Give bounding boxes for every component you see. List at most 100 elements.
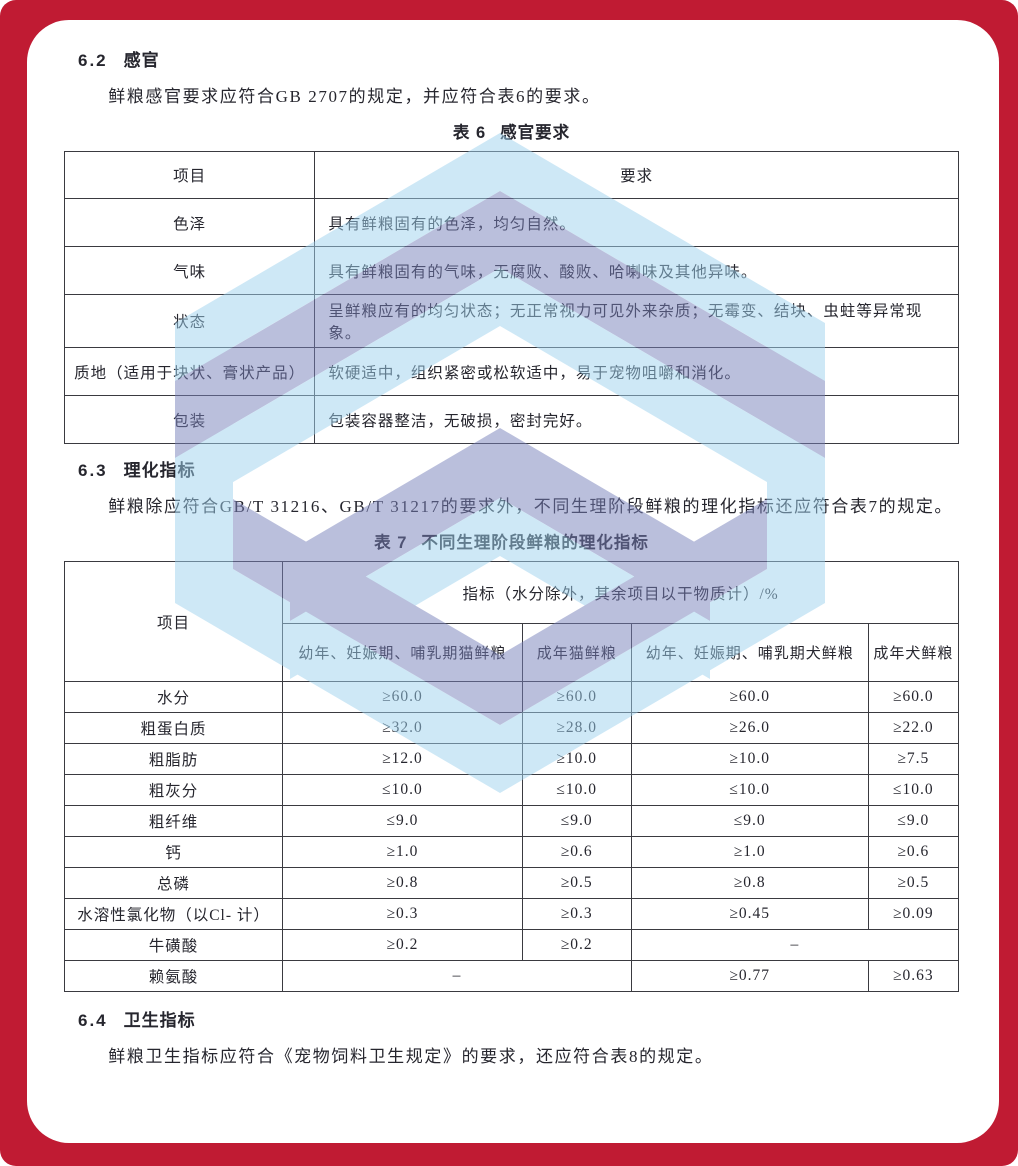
section-heading-6-3: 6.3 理化指标	[78, 456, 959, 481]
table-row: 粗蛋白质 ≥32.0 ≥28.0 ≥26.0 ≥22.0	[63, 712, 960, 744]
row-label-cell: 色泽	[63, 198, 316, 247]
table-row: 状态 呈鲜粮应有的均匀状态；无正常视力可见外来杂质；无霉变、结块、虫蛀等异常现象…	[63, 294, 959, 348]
table6-caption: 表 6 感官要求	[64, 119, 959, 143]
header-cell: 要求	[314, 151, 959, 199]
section-6-2-paragraph: 鲜粮感官要求应符合GB 2707的规定，并应符合表6的要求。	[108, 87, 601, 106]
section-number: 6.2	[78, 51, 108, 70]
table-row: 牛磺酸 ≥0.2 ≥0.2 –	[63, 929, 960, 961]
table-cell: ≤10.0	[630, 774, 869, 806]
table-row: 质地（适用于块状、膏状产品） 软硬适中，组织紧密或松软适中，易于宠物咀嚼和消化。	[63, 347, 959, 396]
row-label-cell: 质地（适用于块状、膏状产品）	[63, 347, 316, 396]
row-label-cell: 总磷	[63, 867, 284, 899]
table-cell: ≤10.0	[867, 774, 960, 806]
table-cell: ≥0.5	[521, 867, 632, 899]
table-cell: ≥1.0	[282, 836, 523, 868]
table-cell: ≤10.0	[282, 774, 523, 806]
header-cell: 项目	[63, 151, 316, 199]
section-heading-6-4: 6.4 卫生指标	[78, 1006, 959, 1031]
table-cell: ≥10.0	[521, 743, 632, 775]
document-page: 6.2 感官 鲜粮感官要求应符合GB 2707的规定，并应符合表6的要求。 表 6…	[27, 20, 999, 1143]
section-title: 感官	[123, 51, 160, 70]
header-cell-span: 指标（水分除外，其余项目以干物质计）/%	[282, 561, 959, 624]
table-row: 色泽 具有鲜粮固有的色泽，均匀自然。	[63, 198, 959, 247]
row-label-cell: 状态	[63, 294, 316, 348]
table-cell: ≥0.09	[867, 898, 960, 930]
table-cell: 具有鲜粮固有的气味，无腐败、酸败、哈喇味及其他异味。	[314, 246, 959, 295]
table-cell: ≥60.0	[282, 681, 523, 713]
table-cell: ≤9.0	[630, 805, 869, 837]
row-label-cell: 粗灰分	[63, 774, 284, 806]
table-cell: ≥0.77	[630, 960, 869, 992]
table-cell: ≥60.0	[867, 681, 960, 713]
row-label-cell: 包装	[63, 395, 316, 444]
table-cell: ≤9.0	[867, 805, 960, 837]
section-heading-6-2: 6.2 感官	[78, 46, 959, 71]
table-cell: ≥32.0	[282, 712, 523, 744]
table-cell: ≤10.0	[521, 774, 632, 806]
row-label-cell: 赖氨酸	[63, 960, 284, 992]
table-cell: ≥0.5	[867, 867, 960, 899]
row-label-cell: 牛磺酸	[63, 929, 284, 961]
table7-caption: 表 7 不同生理阶段鲜粮的理化指标	[64, 529, 959, 553]
table-row: 水分 ≥60.0 ≥60.0 ≥60.0 ≥60.0	[63, 681, 960, 713]
header-cell: 成年犬鲜粮	[867, 623, 960, 682]
section-title: 卫生指标	[123, 1011, 196, 1030]
table-row: 粗脂肪 ≥12.0 ≥10.0 ≥10.0 ≥7.5	[63, 743, 960, 775]
table-cell: 软硬适中，组织紧密或松软适中，易于宠物咀嚼和消化。	[314, 347, 959, 396]
table-cell: ≤9.0	[521, 805, 632, 837]
table-row: 粗灰分 ≤10.0 ≤10.0 ≤10.0 ≤10.0	[63, 774, 960, 806]
table-cell: 具有鲜粮固有的色泽，均匀自然。	[314, 198, 959, 247]
table-row: 总磷 ≥0.8 ≥0.5 ≥0.8 ≥0.5	[63, 867, 960, 899]
table-cell: ≥12.0	[282, 743, 523, 775]
header-cell: 项目	[63, 561, 284, 682]
header-cell: 幼年、妊娠期、哺乳期犬鲜粮	[630, 623, 869, 682]
table-header-row: 项目 要求	[63, 151, 959, 199]
section-title: 理化指标	[123, 461, 196, 480]
row-label-cell: 粗脂肪	[63, 743, 284, 775]
table-cell: 包装容器整洁，无破损，密封完好。	[314, 395, 959, 444]
table-cell: ≥0.3	[521, 898, 632, 930]
table-cell: ≥1.0	[630, 836, 869, 868]
table-physicochemical-indicators: 项目 指标（水分除外，其余项目以干物质计）/% 幼年、妊娠期、哺乳期猫鲜粮 成年…	[63, 561, 960, 992]
table-sensory-requirements: 项目 要求 色泽 具有鲜粮固有的色泽，均匀自然。 气味 具有鲜粮固有的气味，无腐…	[63, 151, 959, 444]
table-cell: ≥0.2	[521, 929, 632, 961]
header-cell: 幼年、妊娠期、哺乳期猫鲜粮	[282, 623, 523, 682]
table-cell: ≥60.0	[630, 681, 869, 713]
table-row: 水溶性氯化物（以Cl- 计） ≥0.3 ≥0.3 ≥0.45 ≥0.09	[63, 898, 960, 930]
table-cell: ≥0.8	[282, 867, 523, 899]
row-label-cell: 气味	[63, 246, 316, 295]
row-label-cell: 水溶性氯化物（以Cl- 计）	[63, 898, 284, 930]
table-header-row: 项目 指标（水分除外，其余项目以干物质计）/%	[63, 561, 959, 682]
table7-caption-title: 不同生理阶段鲜粮的理化指标	[421, 534, 649, 552]
document-content: 6.2 感官 鲜粮感官要求应符合GB 2707的规定，并应符合表6的要求。 表 6…	[27, 20, 999, 1070]
table-cell: ≥0.63	[867, 960, 960, 992]
section-number: 6.3	[78, 461, 108, 480]
table-cell: ≥0.2	[282, 929, 523, 961]
table-cell: ≥60.0	[521, 681, 632, 713]
table6-caption-label: 表 6	[452, 124, 487, 142]
table-row: 粗纤维 ≤9.0 ≤9.0 ≤9.0 ≤9.0	[63, 805, 960, 837]
table-cell: ≥0.8	[630, 867, 869, 899]
table-cell: ≥0.45	[630, 898, 869, 930]
table-cell: ≥26.0	[630, 712, 869, 744]
table-cell: ≥10.0	[630, 743, 869, 775]
table-cell-merged: –	[630, 929, 960, 961]
table-row: 气味 具有鲜粮固有的气味，无腐败、酸败、哈喇味及其他异味。	[63, 246, 959, 295]
table6-caption-title: 感官要求	[500, 124, 571, 142]
table-cell: ≥28.0	[521, 712, 632, 744]
table-cell: ≥7.5	[867, 743, 960, 775]
table-row: 包装 包装容器整洁，无破损，密封完好。	[63, 395, 959, 444]
table-row: 钙 ≥1.0 ≥0.6 ≥1.0 ≥0.6	[63, 836, 960, 868]
row-label-cell: 粗纤维	[63, 805, 284, 837]
table-cell: ≥0.6	[521, 836, 632, 868]
table-row: 赖氨酸 – ≥0.77 ≥0.63	[63, 960, 960, 992]
section-number: 6.4	[78, 1011, 108, 1030]
table-cell: 呈鲜粮应有的均匀状态；无正常视力可见外来杂质；无霉变、结块、虫蛀等异常现象。	[314, 294, 959, 348]
table-cell: ≤9.0	[282, 805, 523, 837]
section-6-4-paragraph: 鲜粮卫生指标应符合《宠物饲料卫生规定》的要求，还应符合表8的规定。	[108, 1047, 714, 1066]
section-6-3-paragraph: 鲜粮除应符合GB/T 31216、GB/T 31217的要求外，不同生理阶段鲜粮…	[108, 497, 954, 516]
header-cell: 成年猫鲜粮	[521, 623, 632, 682]
row-label-cell: 粗蛋白质	[63, 712, 284, 744]
table-cell-merged: –	[282, 960, 632, 992]
table-cell: ≥0.6	[867, 836, 960, 868]
